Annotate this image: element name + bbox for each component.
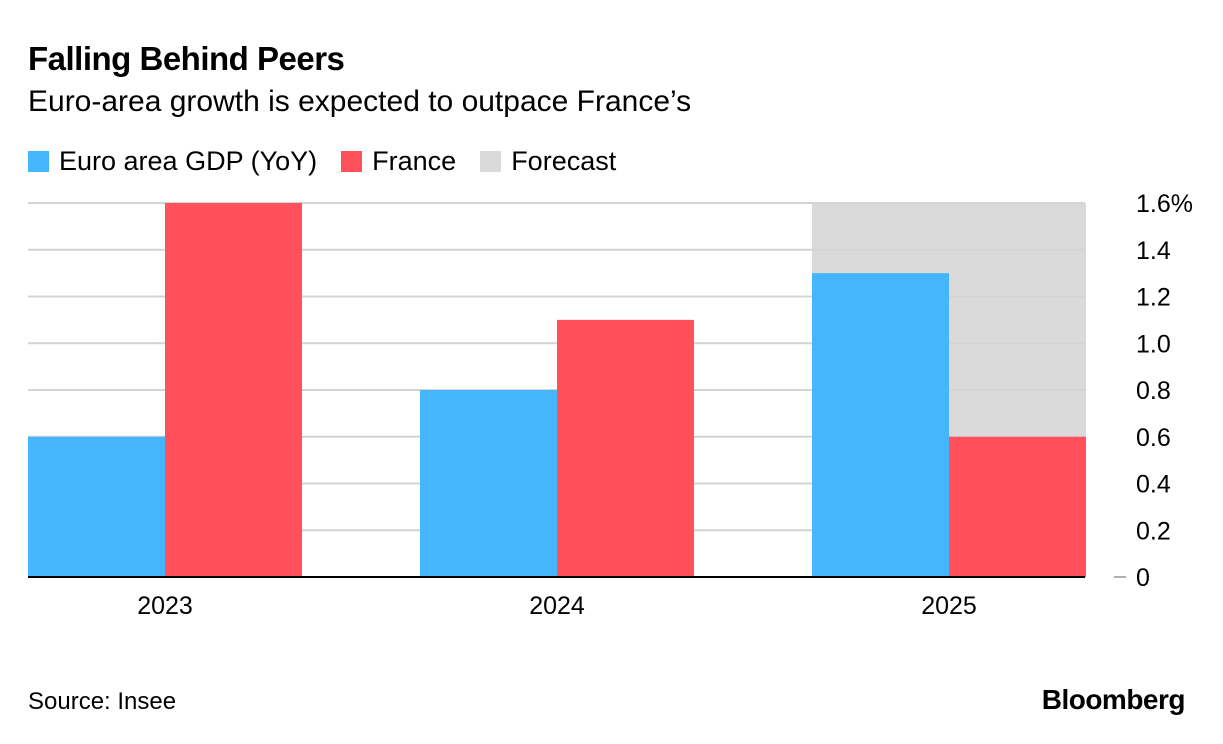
x-tick-label: 2025 [921,592,977,620]
bar-france-2023 [165,203,302,577]
legend-label-forecast: Forecast [511,146,617,176]
y-tick-label: 0.4 [1136,471,1171,499]
legend-label-france: France [372,146,457,176]
chart-subtitle: Euro-area growth is expected to outpace … [28,85,692,118]
bar-france-2024 [557,319,694,577]
y-tick-label: 0.6 [1136,424,1171,452]
legend-swatch-forecast [480,151,502,172]
bar-euro-area-2025 [812,273,949,577]
legend-item-forecast: Forecast [480,146,616,177]
y-tick-label: 1.6% [1136,190,1193,218]
legend: Euro area GDP (YoY) France Forecast [28,146,640,177]
x-tick-label: 2024 [529,592,585,620]
legend-label-euro-area: Euro area GDP (YoY) [59,146,318,176]
legend-item-france: France [341,146,456,177]
legend-swatch-euro-area [28,151,49,172]
legend-swatch-france [341,151,363,172]
bar-euro-area-2024 [420,390,557,577]
legend-item-euro-area: Euro area GDP (YoY) [28,146,317,177]
source-note: Source: Insee [28,688,177,715]
bar-france-2025 [949,436,1086,577]
x-tick-label: 2023 [137,592,193,620]
bar-euro-area-2023 [28,436,165,577]
bloomberg-logo: Bloomberg [1041,684,1186,715]
y-tick-label: 1.2 [1136,284,1171,312]
y-tick-label: 1.4 [1136,237,1171,265]
y-tick-label: 0 [1136,564,1150,592]
y-tick-label: 0.8 [1136,377,1171,405]
chart-title: Falling Behind Peers [28,40,345,77]
y-tick-label: 1.0 [1136,330,1171,358]
y-tick-label: 0.2 [1136,517,1171,545]
